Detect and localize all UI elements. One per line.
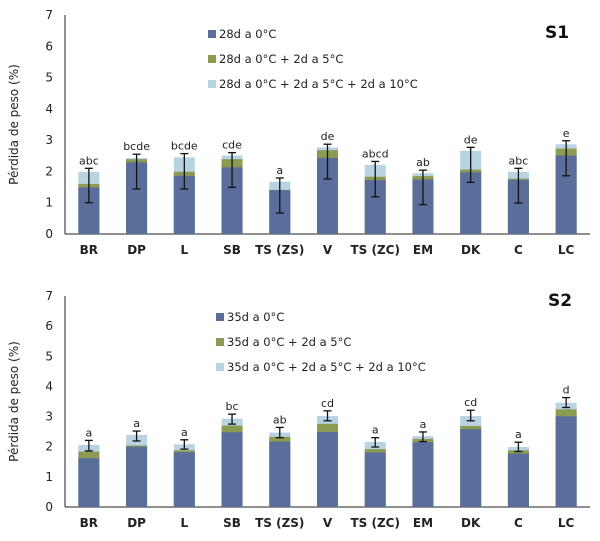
y-tick-label: 1 [45,470,53,484]
panel-label: S1 [545,23,569,43]
significance-label: bc [226,400,239,413]
legend-swatch [216,313,224,321]
x-tick-label: SB [223,243,241,257]
legend-swatch [216,338,224,346]
legend-label: 35d a 0°C [227,310,284,324]
significance-label: bcde [123,140,150,153]
x-tick-label: BR [80,516,98,530]
bar-base [78,187,100,234]
y-tick-label: 7 [45,8,53,22]
legend-swatch [208,55,216,63]
x-tick-label: TS (ZC) [350,516,399,530]
significance-label: ab [416,156,430,169]
x-tick-label: TS (ZS) [255,516,304,530]
panel-label: S2 [548,291,572,311]
legend-label: 35d a 0°C + 2d a 5°C + 2d a 10°C [227,360,426,374]
significance-label: abcd [362,147,389,160]
legend-label: 28d a 0°C + 2d a 5°C + 2d a 10°C [219,77,418,91]
significance-label: bcde [171,140,198,153]
bar-base [364,180,386,234]
y-tick-label: 5 [45,71,53,85]
y-tick-label: 6 [45,39,53,53]
y-tick-label: 1 [45,196,53,210]
x-tick-label: L [180,516,188,530]
bar-base [460,429,482,507]
x-tick-label: V [323,516,333,530]
significance-label: a [85,426,92,439]
significance-label: a [181,426,188,439]
significance-label: abc [79,154,99,167]
legend-label: 28d a 0°C [219,27,276,41]
y-tick-label: 3 [45,133,53,147]
significance-label: cde [222,139,242,152]
y-tick-label: 5 [45,349,53,363]
significance-label: a [515,428,522,441]
bar-base [317,431,338,507]
significance-label: e [563,127,570,140]
significance-label: abc [509,154,529,167]
y-tick-label: 2 [45,440,53,454]
y-tick-label: 3 [45,410,53,424]
y-tick-label: 0 [45,500,53,514]
bar-base [555,416,577,507]
significance-label: a [420,418,427,431]
bar-base [460,172,482,234]
legend-label: 35d a 0°C + 2d a 5°C [227,335,351,349]
x-tick-label: C [514,516,523,530]
x-tick-label: V [323,243,333,257]
y-tick-label: 4 [45,102,53,116]
significance-label: d [563,384,570,397]
significance-label: cd [464,396,477,409]
bar-base [269,441,291,507]
x-tick-label: LC [558,516,575,530]
bar-base [507,179,529,234]
x-tick-label: C [514,243,523,257]
bar-base [78,458,100,507]
bar-base [221,167,243,234]
y-tick-label: 0 [45,227,53,241]
bar-base [126,162,148,234]
legend-label: 28d a 0°C + 2d a 5°C [219,52,343,66]
bar-base [507,453,529,507]
x-tick-label: DK [461,243,481,257]
significance-label: ab [273,413,287,426]
significance-label: de [321,130,335,143]
bar-base [555,155,577,234]
legend-swatch [216,363,224,371]
x-tick-label: DP [127,516,146,530]
x-tick-label: TS (ZC) [350,243,399,257]
significance-label: de [464,133,478,146]
significance-label: a [133,417,140,430]
x-tick-label: LC [558,243,575,257]
significance-label: cd [321,397,334,410]
x-tick-label: SB [223,516,241,530]
bar-base [412,179,434,234]
significance-label: a [276,164,283,177]
y-tick-label: 7 [45,289,53,303]
x-tick-label: L [180,243,188,257]
bar-base [173,452,195,507]
x-tick-label: EM [413,516,433,530]
legend-swatch [208,30,216,38]
bar-base [412,442,434,507]
bar-base [173,175,195,234]
x-tick-label: EM [413,243,433,257]
bar-base [364,452,386,507]
bar-base [126,446,148,507]
y-tick-label: 4 [45,379,53,393]
y-axis-label: Pérdida de peso (%) [7,341,21,462]
x-tick-label: DK [461,516,481,530]
significance-label: a [372,424,379,437]
y-tick-label: 2 [45,164,53,178]
bar-base [317,157,338,234]
legend-swatch [208,80,216,88]
x-tick-label: TS (ZS) [255,243,304,257]
bar-base [221,432,243,507]
x-tick-label: BR [80,243,98,257]
x-tick-label: DP [127,243,146,257]
y-tick-label: 6 [45,319,53,333]
y-axis-label: Pérdida de peso (%) [7,64,21,185]
